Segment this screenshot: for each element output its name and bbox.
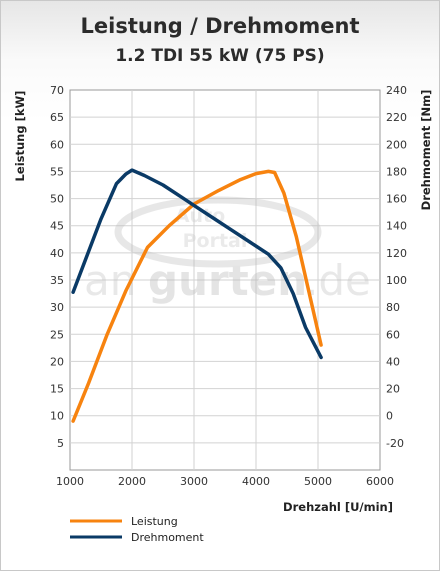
- x-tick-label: 3000: [180, 475, 208, 488]
- watermark-brand-a: an: [84, 256, 136, 305]
- y-left-tick-label: 55: [50, 165, 64, 178]
- y-left-tick-label: 30: [50, 301, 64, 314]
- y-left-tick-label: 20: [50, 355, 64, 368]
- chart-title: Leistung / Drehmoment: [80, 14, 360, 38]
- y-right-tick-label: 180: [386, 165, 407, 178]
- y-right-tick-label: 60: [386, 328, 400, 341]
- x-tick-label: 1000: [56, 475, 84, 488]
- y-left-tick-label: 50: [50, 193, 64, 206]
- x-tick-label: 5000: [304, 475, 332, 488]
- watermark-line2: Portal: [183, 230, 248, 252]
- series-line-drehmoment: [71, 168, 323, 360]
- y-left-tick-label: 25: [50, 328, 64, 341]
- y-left-tick-label: 70: [50, 84, 64, 97]
- legend: Leistung Drehmoment: [70, 515, 204, 544]
- y-left-tick-label: 15: [50, 383, 64, 396]
- y-right-tick-label: 140: [386, 220, 407, 233]
- y-left-tick-label: 40: [50, 247, 64, 260]
- watermark: Auto Portal an gurten .de: [84, 196, 371, 305]
- y-right-tick-label: -20: [386, 437, 404, 450]
- y-left-tick-label: 10: [50, 410, 64, 423]
- y-right-tick-label: 20: [386, 383, 400, 396]
- y-right-tick-label: 80: [386, 301, 400, 314]
- y-left-tick-label: 5: [57, 437, 64, 450]
- y-axis-right-label: Drehmoment [Nm]: [419, 90, 433, 211]
- y-right-tick-label: 220: [386, 111, 407, 124]
- legend-label-drehmoment: Drehmoment: [131, 531, 204, 544]
- y-right-tick-label: 40: [386, 355, 400, 368]
- y-left-tick-label: 45: [50, 220, 64, 233]
- x-tick-label: 4000: [242, 475, 270, 488]
- chart-subtitle: 1.2 TDI 55 kW (75 PS): [115, 46, 325, 66]
- series-line-leistung: [71, 169, 323, 423]
- axis-ticks: 1000 2000 3000 4000 5000 60005101520253035404…: [50, 84, 407, 488]
- y-right-tick-label: 200: [386, 138, 407, 151]
- watermark-brand-b: gurten: [148, 256, 307, 305]
- y-right-tick-label: 240: [386, 84, 407, 97]
- y-axis-left-label: Leistung [kW]: [13, 91, 27, 182]
- x-axis-label: Drehzahl [U/min]: [283, 500, 393, 514]
- y-right-tick-label: 160: [386, 193, 407, 206]
- watermark-car-shape: [114, 196, 322, 268]
- y-right-tick-label: 120: [386, 247, 407, 260]
- y-left-tick-label: 65: [50, 111, 64, 124]
- x-tick-label: 6000: [366, 475, 394, 488]
- watermark-brand-c: .de: [305, 256, 371, 305]
- y-left-tick-label: 60: [50, 138, 64, 151]
- y-right-tick-label: 100: [386, 274, 407, 287]
- y-left-tick-label: 35: [50, 274, 64, 287]
- legend-label-leistung: Leistung: [131, 515, 178, 528]
- y-right-tick-label: 0: [386, 410, 393, 423]
- x-tick-label: 2000: [118, 475, 146, 488]
- series-lines: [71, 168, 323, 423]
